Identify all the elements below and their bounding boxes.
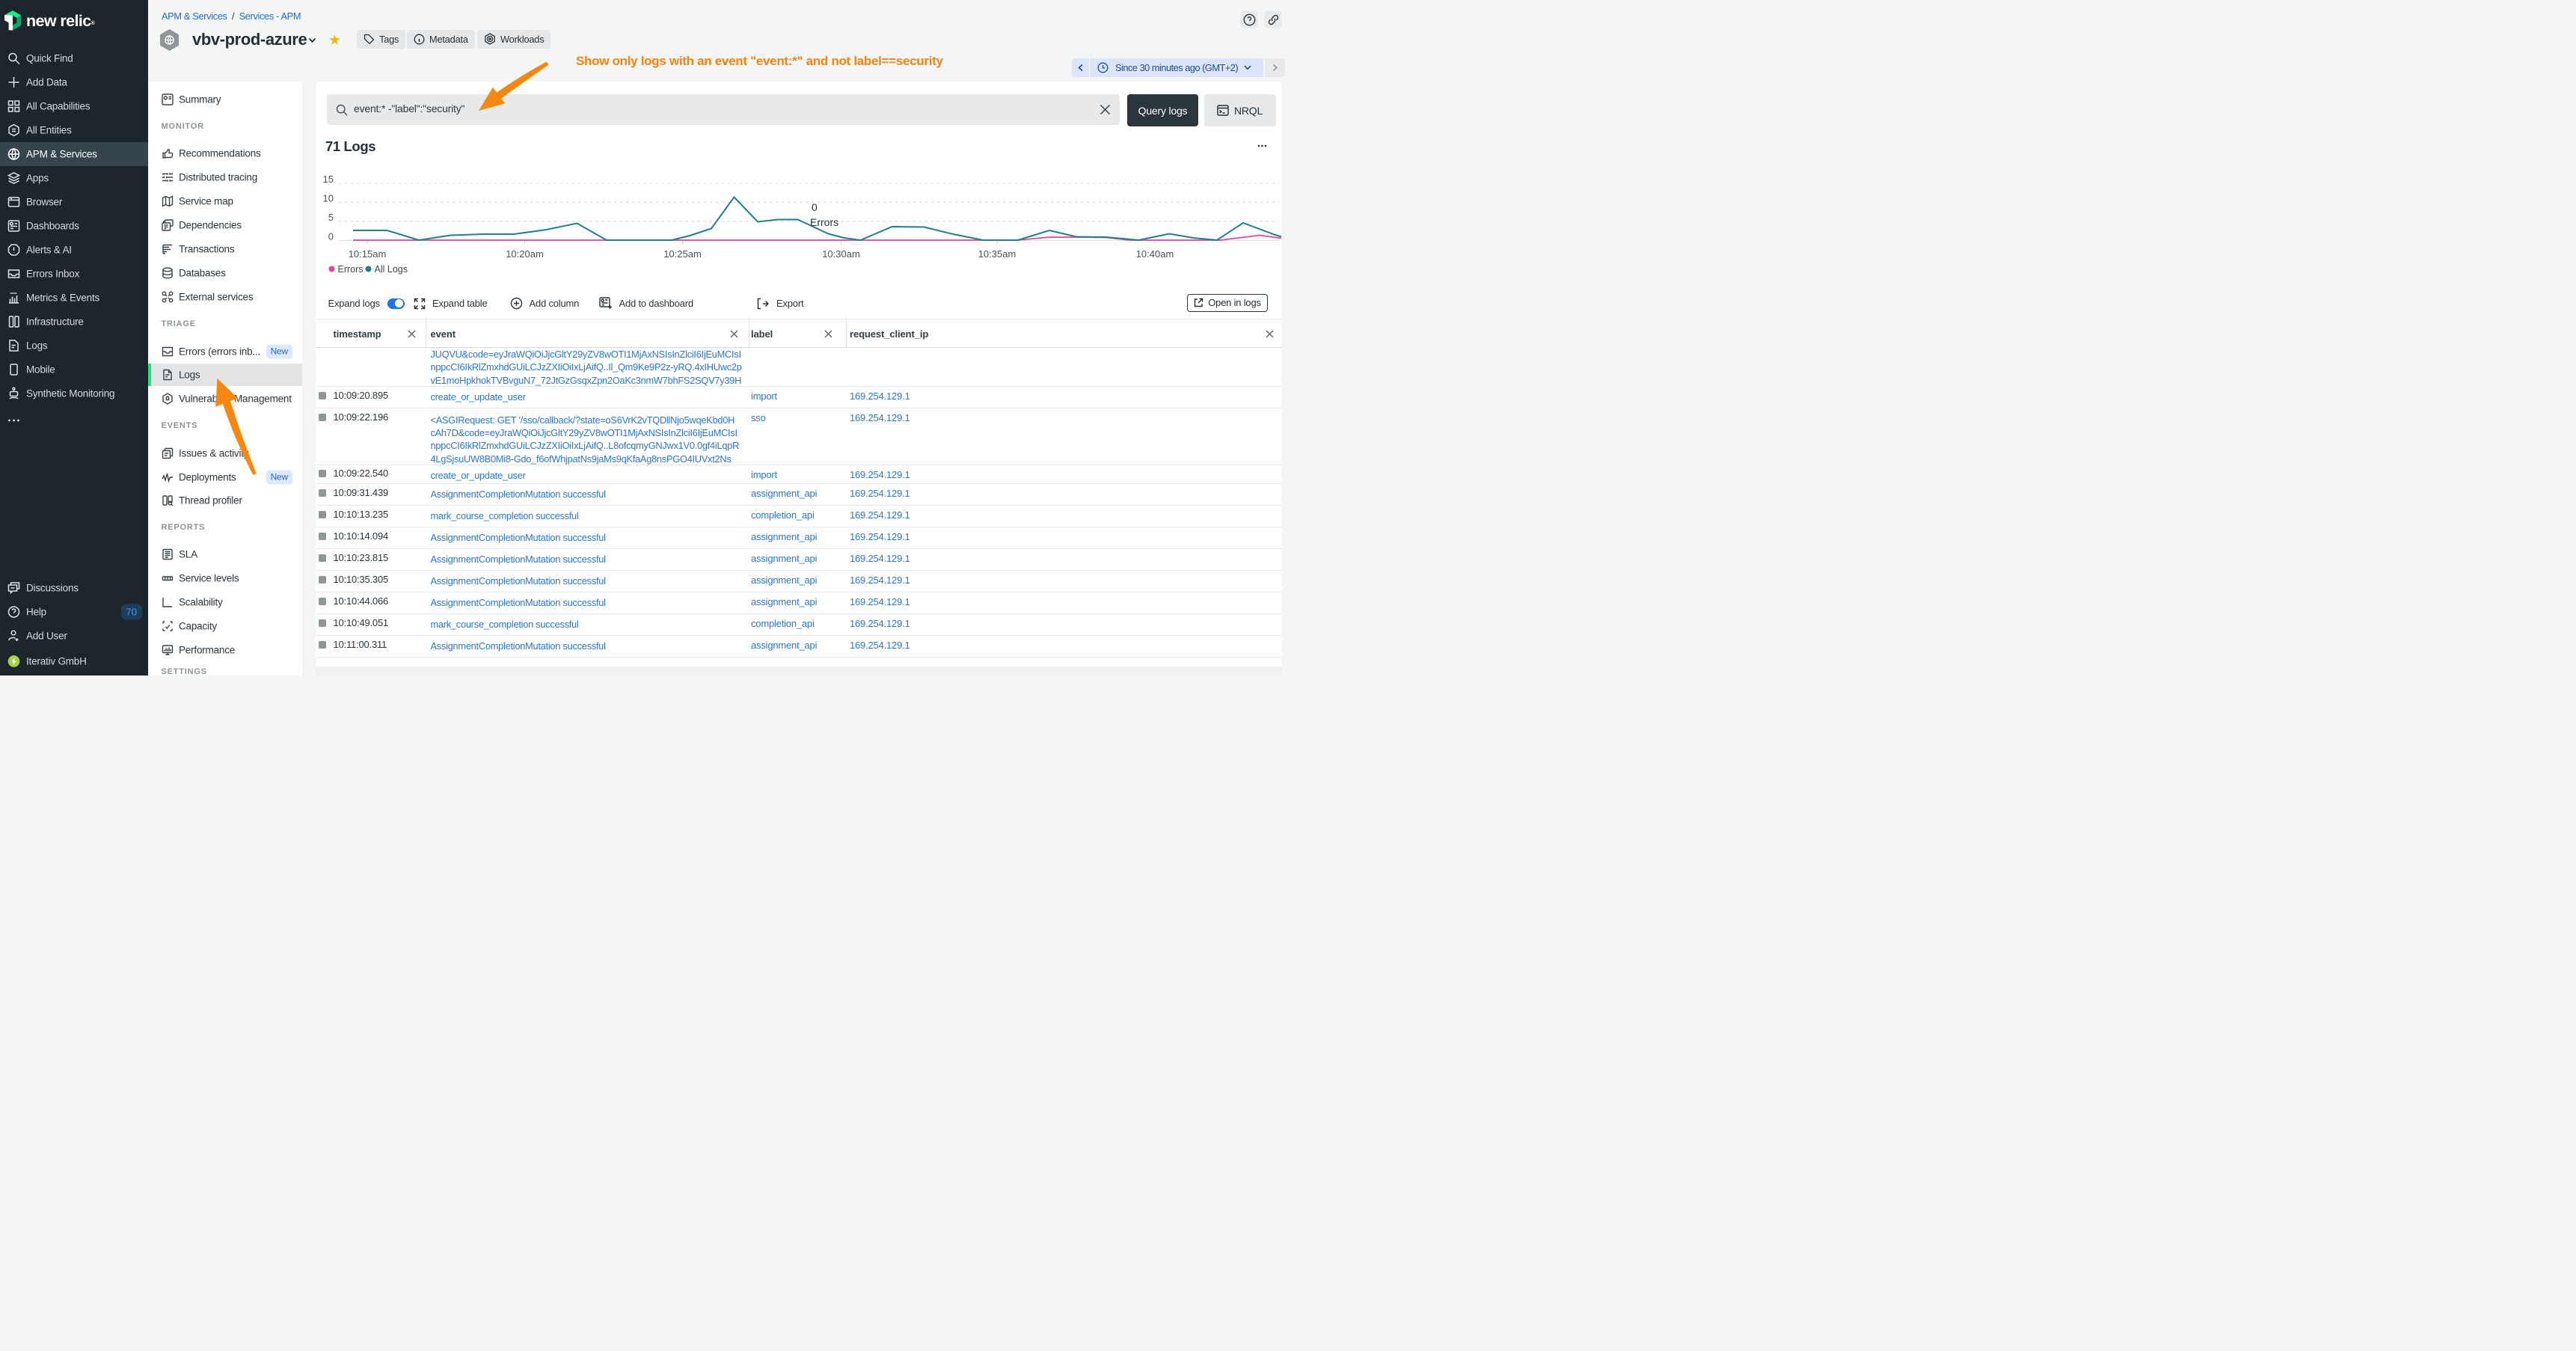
svg-text:10:30am: 10:30am — [822, 248, 860, 260]
svg-text:All Logs: All Logs — [374, 264, 407, 275]
svg-text:0: 0 — [328, 231, 333, 242]
svg-text:5: 5 — [328, 212, 333, 223]
svg-text:10:25am: 10:25am — [663, 248, 702, 260]
svg-text:15: 15 — [322, 174, 333, 185]
svg-text:10:40am: 10:40am — [1135, 248, 1174, 260]
svg-text:Errors: Errors — [810, 216, 838, 228]
svg-text:10: 10 — [322, 193, 333, 204]
svg-text:10:35am: 10:35am — [978, 248, 1016, 260]
svg-text:10:15am: 10:15am — [348, 248, 386, 260]
svg-text:Errors: Errors — [337, 264, 363, 275]
svg-text:10:20am: 10:20am — [506, 248, 544, 260]
svg-text:0: 0 — [812, 201, 818, 213]
